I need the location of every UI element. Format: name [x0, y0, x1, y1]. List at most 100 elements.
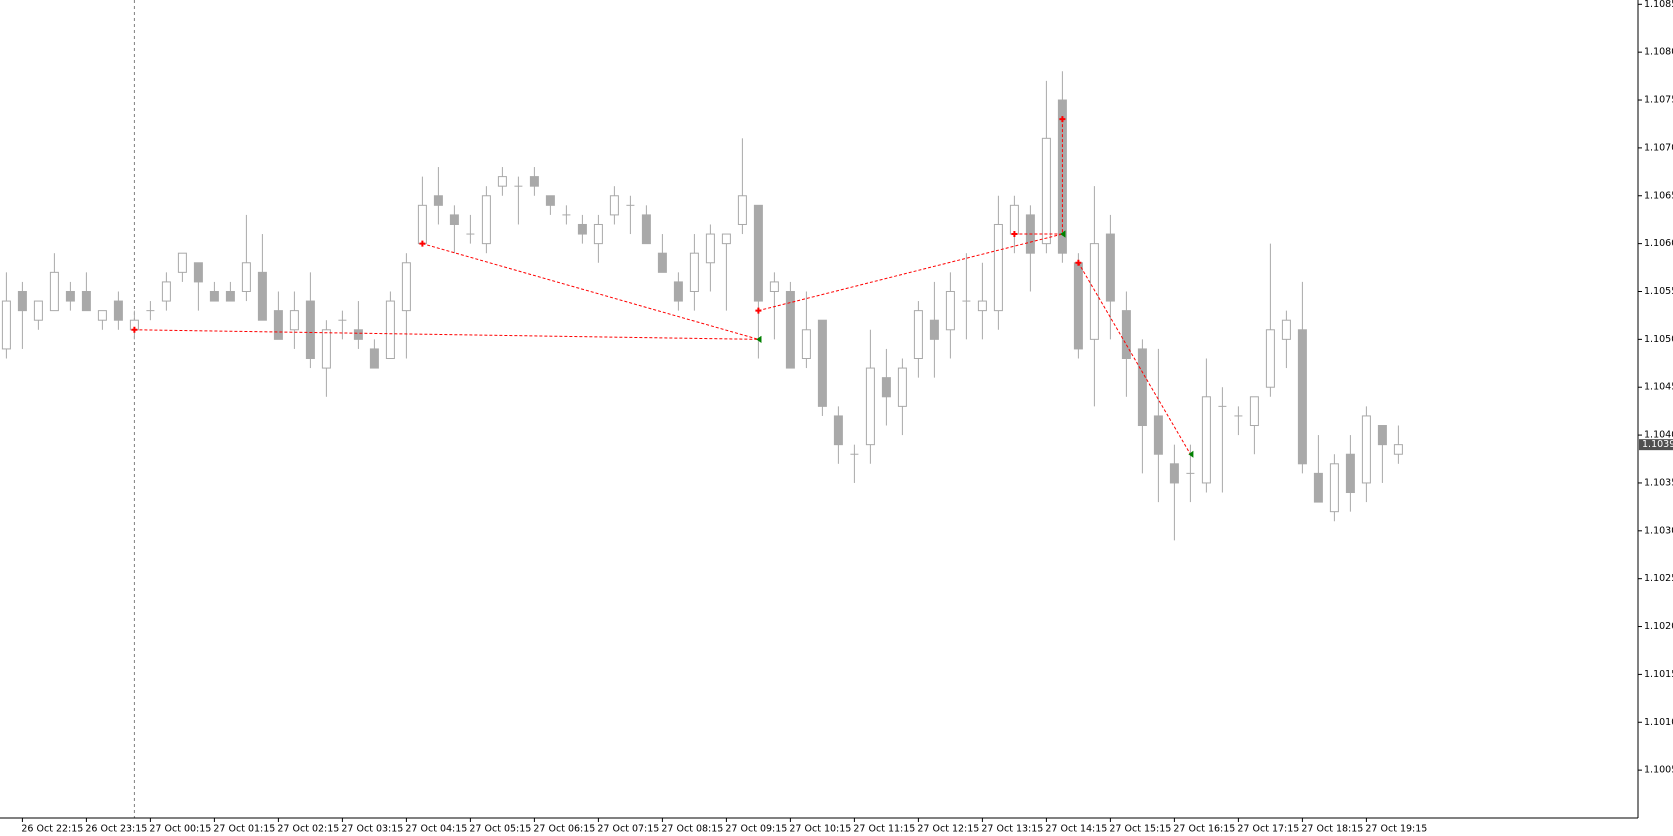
candle-body	[817, 319, 827, 407]
y-tick-label: 1.1035	[1644, 477, 1673, 488]
x-tick-label: 27 Oct 08:15	[661, 824, 723, 835]
y-tick-label: 1.1025	[1644, 573, 1673, 584]
candle-body	[1073, 262, 1083, 350]
trade-exit	[1188, 450, 1194, 458]
x-tick-label: 27 Oct 10:15	[789, 824, 851, 835]
candle-body	[1377, 425, 1387, 446]
candle-body	[97, 310, 107, 321]
candle-body	[593, 223, 603, 245]
candle-body	[385, 300, 395, 359]
last-price-box	[1639, 439, 1673, 451]
candle-body	[529, 176, 539, 187]
y-tick-label: 1.1015	[1644, 669, 1673, 680]
candle-body	[17, 290, 27, 312]
y-tick-label: 1.1045	[1644, 382, 1673, 393]
candle-body	[1137, 348, 1147, 427]
candle-body	[1281, 319, 1291, 340]
x-tick-label: 27 Oct 01:15	[213, 824, 275, 835]
candle-body	[673, 281, 683, 302]
candle-body	[433, 195, 443, 206]
y-tick-label: 1.1040	[1644, 430, 1673, 441]
x-tick-label: 27 Oct 15:15	[1109, 824, 1171, 835]
x-tick-label: 26 Oct 22:15	[21, 824, 83, 835]
trade-line	[134, 329, 759, 340]
x-tick-label: 27 Oct 11:15	[853, 824, 915, 835]
candle-body	[1169, 463, 1179, 484]
trade-exit	[1060, 230, 1066, 238]
candle-body	[321, 329, 331, 369]
candle-body	[1265, 329, 1275, 388]
candle-body	[721, 233, 731, 245]
trade-line	[758, 233, 1063, 312]
x-tick-label: 27 Oct 17:15	[1237, 824, 1299, 835]
candle-body	[1041, 137, 1051, 245]
candle-body	[177, 252, 187, 273]
candle-body	[1121, 310, 1131, 359]
last-price-label: 1.1039	[1642, 439, 1673, 450]
candle-body	[977, 300, 987, 312]
candle-body	[1105, 233, 1115, 302]
candle-body	[161, 281, 171, 302]
candle-body	[657, 252, 667, 273]
candle-body	[353, 329, 363, 340]
x-tick-label: 27 Oct 05:15	[469, 824, 531, 835]
candle-body	[193, 262, 203, 283]
trade-entry	[755, 307, 762, 314]
candle-body	[929, 319, 939, 340]
x-tick-label: 27 Oct 13:15	[981, 824, 1043, 835]
candle-body	[369, 348, 379, 369]
candle-body	[273, 310, 283, 340]
y-tick-label: 1.1005	[1644, 765, 1673, 776]
x-tick-label: 26 Oct 23:15	[85, 824, 147, 835]
trade-entry	[419, 240, 426, 247]
trade-entry	[1059, 116, 1066, 123]
candle-body	[737, 195, 747, 225]
candle-body	[705, 233, 715, 264]
y-tick-label: 1.1050	[1644, 334, 1673, 345]
x-tick-label: 27 Oct 02:15	[277, 824, 339, 835]
y-tick-label: 1.1020	[1644, 621, 1673, 632]
y-tick-label: 1.1060	[1644, 238, 1673, 249]
candle-body	[865, 367, 875, 446]
candle-body	[993, 223, 1003, 312]
candle-body	[33, 300, 43, 321]
candle-body	[769, 281, 779, 292]
candle-body	[641, 214, 651, 245]
y-tick-label: 1.1085	[1644, 0, 1673, 10]
trade-line	[422, 243, 759, 340]
y-tick-label: 1.1065	[1644, 190, 1673, 201]
candle-body	[209, 290, 219, 302]
x-tick-label: 27 Oct 09:15	[725, 824, 787, 835]
y-tick-label: 1.1075	[1644, 95, 1673, 106]
candle-body	[113, 300, 123, 321]
candle-body	[1249, 396, 1259, 427]
candle-body	[833, 415, 843, 446]
candle-body	[785, 290, 795, 369]
candle-body	[1201, 396, 1211, 484]
y-tick-label: 1.1080	[1644, 47, 1673, 58]
candle-body	[1345, 453, 1355, 494]
trade-entry	[1075, 259, 1082, 266]
candle-body	[1361, 415, 1371, 484]
candle-body	[689, 252, 699, 292]
candle-body	[801, 329, 811, 359]
candle-body	[1297, 329, 1307, 465]
candle-body	[881, 377, 891, 398]
x-tick-label: 27 Oct 19:15	[1365, 824, 1427, 835]
candle-body	[241, 262, 251, 292]
candle-body	[753, 204, 763, 302]
x-tick-label: 27 Oct 14:15	[1045, 824, 1107, 835]
y-tick-label: 1.1030	[1644, 525, 1673, 536]
candle-body	[497, 176, 507, 187]
candle-body	[913, 310, 923, 359]
x-tick-label: 27 Oct 18:15	[1301, 824, 1363, 835]
y-tick-label: 1.1070	[1644, 142, 1673, 153]
trade-line	[1077, 262, 1191, 455]
x-tick-label: 27 Oct 04:15	[405, 824, 467, 835]
x-tick-label: 27 Oct 06:15	[533, 824, 595, 835]
x-tick-label: 27 Oct 00:15	[149, 824, 211, 835]
x-tick-label: 27 Oct 03:15	[341, 824, 403, 835]
candle-body	[1009, 204, 1019, 235]
candle-body	[577, 223, 587, 235]
